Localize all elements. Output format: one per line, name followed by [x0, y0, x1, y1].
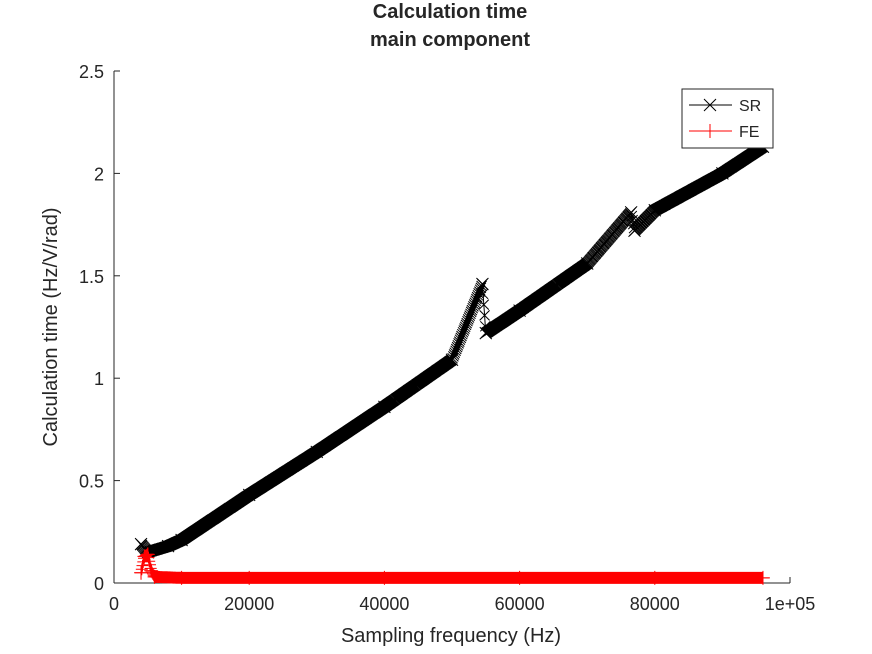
y-tick-label: 1.5 — [79, 267, 104, 287]
data-point-fe — [242, 570, 257, 585]
data-point-sr — [648, 203, 662, 217]
data-point-sr — [242, 488, 256, 502]
y-tick-label: 2.5 — [79, 62, 104, 82]
legend-label-sr: SR — [739, 98, 761, 115]
data-point-sr — [310, 445, 324, 459]
data-point-sr — [479, 326, 493, 340]
plot-series — [134, 140, 770, 585]
data-point-sr — [580, 257, 594, 270]
data-point-fe — [512, 570, 527, 585]
data-point-fe — [174, 570, 189, 585]
x-tick-label: 60000 — [495, 594, 545, 614]
chart-title-line-1: Calculation time — [373, 1, 527, 23]
legend-marker-fe — [703, 124, 717, 138]
data-point-sr — [624, 205, 638, 219]
x-ticks: 0 20000 40000 60000 80000 1e+05 — [109, 577, 815, 614]
data-point-sr — [445, 353, 459, 367]
data-point-fe — [137, 549, 152, 564]
data-point-fe — [647, 570, 662, 585]
data-point-sr — [513, 304, 526, 317]
legend-marker-sr — [703, 98, 717, 112]
data-point-sr — [476, 277, 489, 291]
series-markers-fe — [135, 548, 769, 584]
x-tick-label: 0 — [109, 594, 119, 614]
data-point-fe — [377, 570, 392, 585]
data-point-fe — [147, 569, 162, 584]
x-tick-label: 20000 — [224, 594, 274, 614]
series-sr — [134, 140, 770, 559]
data-point-sr — [161, 539, 175, 553]
x-tick-label: 80000 — [630, 594, 680, 614]
y-ticks: 0 0.5 1 1.5 2 2.5 — [79, 62, 120, 594]
y-tick-label: 0 — [94, 574, 104, 594]
series-fe — [134, 547, 770, 585]
data-point-fe — [134, 565, 149, 580]
y-axis-label: Calculation time (Hz/V/rad) — [40, 208, 62, 447]
data-point-fe — [144, 563, 159, 578]
data-point-sr — [134, 537, 148, 551]
data-point-sr — [378, 400, 391, 414]
data-point-sr — [628, 224, 641, 238]
y-tick-label: 1 — [94, 369, 104, 389]
data-point-sr — [175, 533, 188, 547]
series-markers-sr — [135, 141, 769, 558]
y-tick-label: 0.5 — [79, 472, 104, 492]
x-tick-label: 40000 — [359, 594, 409, 614]
y-tick-label: 2 — [94, 164, 104, 184]
legend: SR FE — [681, 88, 774, 149]
chart-title-line-2: main component — [370, 29, 530, 51]
legend-label-fe: FE — [739, 124, 759, 141]
data-point-sr — [716, 167, 729, 180]
legend-box — [681, 88, 774, 149]
x-tick-label: 1e+05 — [765, 594, 816, 614]
x-axis-label: Sampling frequency (Hz) — [341, 625, 561, 647]
data-point-fe — [755, 570, 770, 585]
data-point-fe — [140, 547, 155, 562]
